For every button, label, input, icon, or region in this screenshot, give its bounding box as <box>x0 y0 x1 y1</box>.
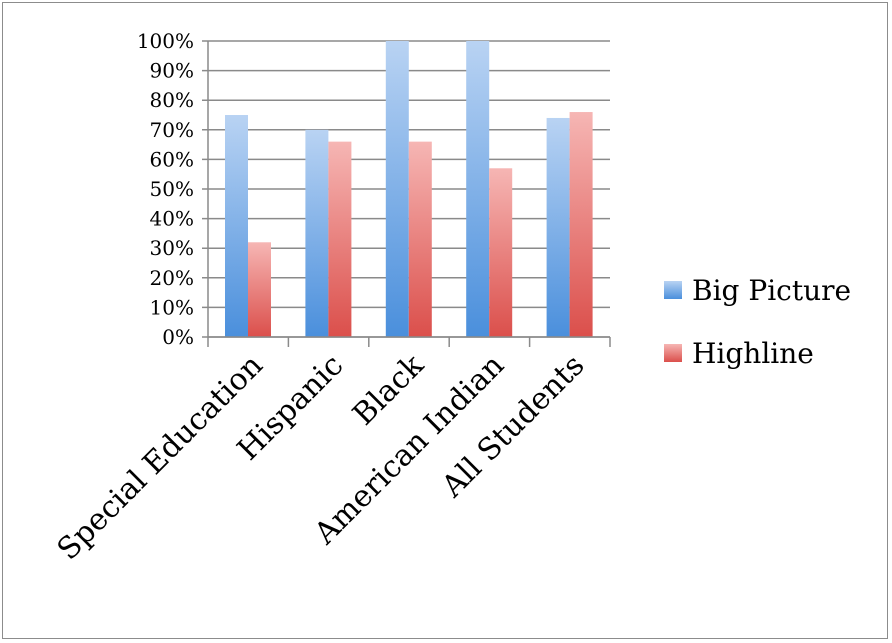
bar-big-picture <box>546 117 570 338</box>
y-tick-label: 10% <box>150 295 194 319</box>
bar-highline <box>248 242 271 337</box>
y-tick-label: 0% <box>162 325 194 349</box>
legend: Big Picture Highline <box>664 274 851 370</box>
bar-highline <box>408 141 432 337</box>
bar-highline <box>489 168 513 337</box>
bar-big-picture <box>225 115 248 337</box>
y-tick-label: 60% <box>150 147 194 171</box>
legend-swatch <box>664 344 682 362</box>
x-category-label: All Students <box>434 348 591 505</box>
bar-big-picture <box>466 41 490 337</box>
y-tick-label: 40% <box>150 207 194 231</box>
y-tick-label: 80% <box>150 88 194 112</box>
legend-label: Big Picture <box>692 274 851 307</box>
y-tick-label: 30% <box>150 236 194 260</box>
y-tick-label: 70% <box>150 118 194 142</box>
legend-label: Highline <box>692 337 814 370</box>
bar-highline <box>569 112 593 337</box>
y-tick-label: 90% <box>150 59 194 83</box>
y-axis-ticks: 0% 10% 20% 30% 40% 50% 60% 70% 80% 90% 100% <box>137 29 194 349</box>
y-tick-label: 50% <box>150 177 194 201</box>
bars <box>225 41 593 338</box>
y-tick-label: 100% <box>137 29 194 53</box>
y-tick-label: 20% <box>150 266 194 290</box>
bar-big-picture <box>305 129 329 337</box>
x-category-label: Special Education <box>51 348 270 567</box>
x-axis <box>207 41 611 347</box>
bar-big-picture <box>385 41 409 337</box>
bar-highline <box>328 141 352 337</box>
legend-swatch <box>664 281 682 299</box>
